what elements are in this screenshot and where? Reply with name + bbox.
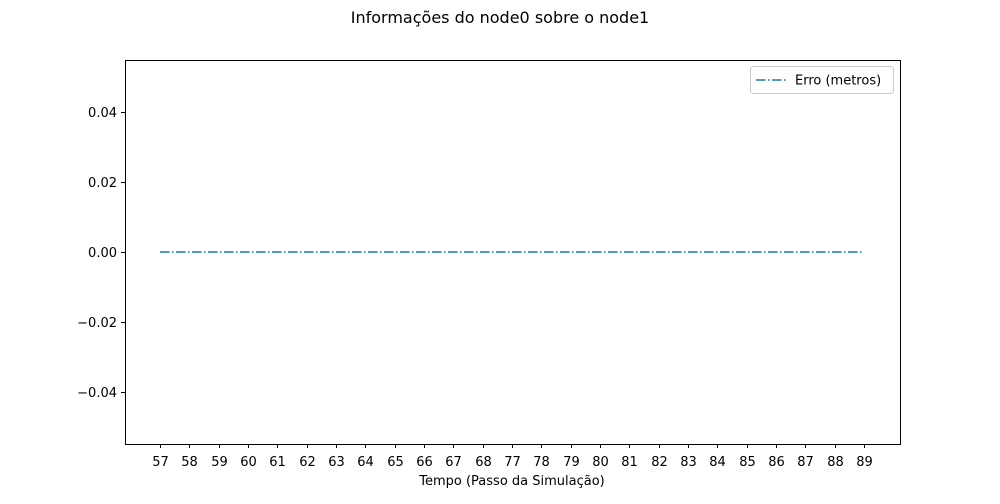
x-tick-label: 89 (856, 455, 873, 470)
x-tick-label: 86 (768, 455, 785, 470)
y-axis: 0.04 0.02 0.00 −0.02 −0.04 (77, 106, 125, 401)
x-tick-label: 81 (621, 455, 638, 470)
x-tick-label: 58 (181, 455, 198, 470)
x-tick-label: 61 (269, 455, 286, 470)
x-tick-label: 57 (152, 455, 169, 470)
x-tick-label: 87 (797, 455, 814, 470)
legend: Erro (metros) (751, 67, 894, 94)
x-tick-label: 67 (445, 455, 462, 470)
x-axis-label: Tempo (Passo da Simulação) (418, 474, 605, 489)
x-tick-label: 85 (739, 455, 756, 470)
y-tick-label: −0.02 (77, 316, 117, 331)
x-tick-label: 77 (504, 455, 521, 470)
x-tick-label: 83 (680, 455, 697, 470)
x-tick-label: 68 (475, 455, 492, 470)
x-tick-label: 63 (328, 455, 345, 470)
x-tick-label: 78 (533, 455, 550, 470)
x-tick-label: 88 (827, 455, 844, 470)
x-tick-label: 79 (563, 455, 580, 470)
x-tick-label: 84 (709, 455, 726, 470)
y-tick-label: 0.02 (88, 176, 117, 191)
x-tick-label: 66 (416, 455, 433, 470)
legend-label: Erro (metros) (795, 74, 881, 89)
y-tick-label: −0.04 (77, 386, 117, 401)
y-tick-label: 0.04 (88, 106, 117, 121)
x-tick-label: 80 (592, 455, 609, 470)
x-tick-label: 62 (299, 455, 316, 470)
chart-title: Informações do node0 sobre o node1 (351, 8, 649, 27)
x-tick-label: 64 (357, 455, 374, 470)
x-tick-label: 60 (240, 455, 257, 470)
y-tick-label: 0.00 (88, 246, 117, 261)
x-tick-label: 59 (211, 455, 228, 470)
x-axis: 57 58 59 60 61 62 63 64 65 66 67 68 77 78 79 80 81 82 83 84… (152, 444, 873, 470)
x-tick-label: 65 (387, 455, 404, 470)
x-tick-label: 82 (651, 455, 668, 470)
